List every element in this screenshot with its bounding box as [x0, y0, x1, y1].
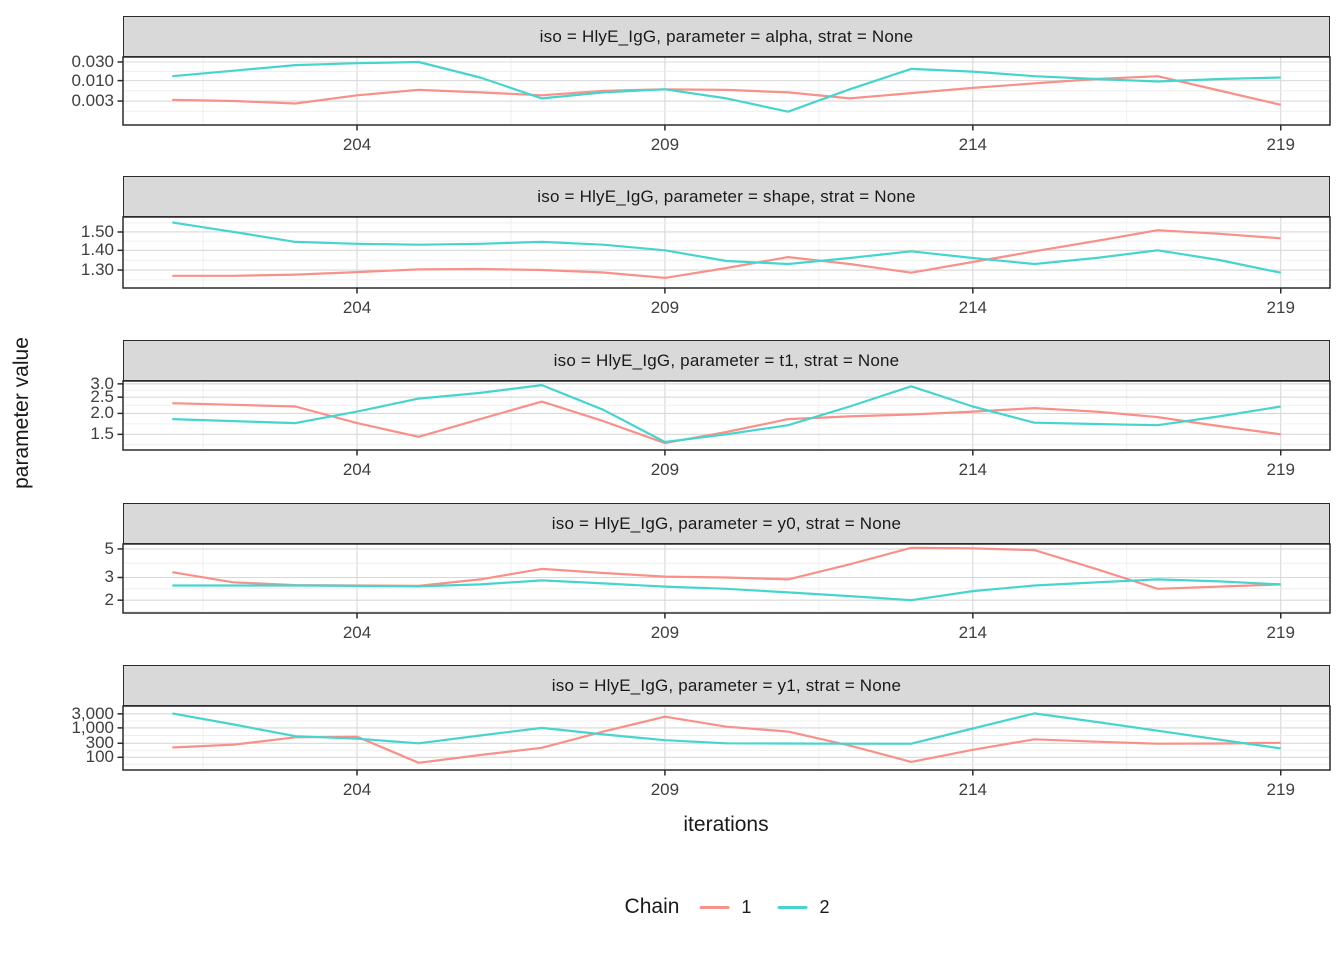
facet-strip-y1: iso = HlyE_IgG, parameter = y1, strat = … — [123, 665, 1330, 706]
x-tick-label: 204 — [342, 135, 372, 154]
facet-strip-shape-title: iso = HlyE_IgG, parameter = shape, strat… — [537, 186, 916, 206]
x-tick-label: 209 — [650, 623, 680, 642]
y-tick-label: 2.5 — [90, 387, 114, 407]
legend-item-chain-2: 2 — [777, 897, 829, 918]
facet-strip-y0: iso = HlyE_IgG, parameter = y0, strat = … — [123, 503, 1330, 544]
x-tick-label: 219 — [1266, 623, 1295, 642]
x-tick-label: 209 — [650, 460, 680, 479]
x-tick-label: 219 — [1266, 298, 1295, 317]
x-tick-label: 214 — [958, 623, 987, 642]
y-tick-label: 2 — [104, 590, 114, 610]
x-tick-label: 214 — [958, 135, 987, 154]
x-tick-label: 209 — [650, 135, 680, 154]
legend: Chain 1 2 — [625, 895, 830, 919]
x-tick-label: 209 — [650, 780, 680, 799]
legend-label-chain-1: 1 — [741, 896, 752, 917]
y-tick-label: 0.030 — [71, 52, 114, 71]
y-tick-label: 1.5 — [90, 424, 114, 444]
facet-strip-alpha-title: iso = HlyE_IgG, parameter = alpha, strat… — [539, 26, 914, 46]
y-tick-label: 3.0 — [90, 373, 114, 393]
y-tick-label: 3 — [104, 567, 114, 587]
legend-line-chain-1-icon — [699, 905, 730, 909]
x-tick-label: 214 — [958, 780, 987, 799]
y-tick-label: 300 — [85, 733, 114, 753]
x-tick-label: 219 — [1266, 780, 1295, 799]
y-tick-label: 1.40 — [80, 240, 114, 260]
x-tick-label: 209 — [650, 298, 680, 317]
x-tick-label: 214 — [958, 460, 987, 479]
y-tick-label: 2.0 — [90, 403, 114, 423]
y-tick-label: 3,000 — [71, 703, 114, 723]
x-tick-label: 219 — [1266, 460, 1295, 479]
x-tick-label: 204 — [342, 460, 372, 479]
legend-label-chain-2: 2 — [819, 896, 830, 917]
y-tick-label: 1.50 — [80, 221, 114, 241]
legend-item-chain-1: 1 — [699, 897, 751, 918]
x-tick-label: 204 — [342, 298, 372, 317]
x-tick-label: 204 — [342, 780, 372, 799]
x-axis-title: iterations — [683, 813, 769, 836]
facet-strip-t1-title: iso = HlyE_IgG, parameter = t1, strat = … — [553, 350, 900, 370]
x-tick-label: 214 — [958, 298, 987, 317]
y-tick-label: 1.30 — [80, 260, 114, 280]
facet-strip-y1-title: iso = HlyE_IgG, parameter = y1, strat = … — [551, 675, 902, 695]
y-tick-label: 1,000 — [71, 717, 114, 737]
facet-strip-t1: iso = HlyE_IgG, parameter = t1, strat = … — [123, 340, 1330, 381]
facet-strip-y0-title: iso = HlyE_IgG, parameter = y0, strat = … — [551, 513, 902, 533]
x-tick-label: 204 — [342, 623, 372, 642]
facet-strip-alpha: iso = HlyE_IgG, parameter = alpha, strat… — [123, 16, 1330, 57]
y-tick-label: 0.010 — [71, 70, 114, 90]
facet-strip-shape: iso = HlyE_IgG, parameter = shape, strat… — [123, 176, 1330, 217]
y-tick-label: 0.003 — [71, 91, 114, 111]
legend-line-chain-2-icon — [777, 905, 808, 909]
y-tick-label: 5 — [104, 538, 114, 558]
legend-title: Chain — [624, 895, 680, 918]
y-tick-label: 100 — [85, 747, 114, 767]
x-tick-label: 219 — [1266, 135, 1295, 154]
